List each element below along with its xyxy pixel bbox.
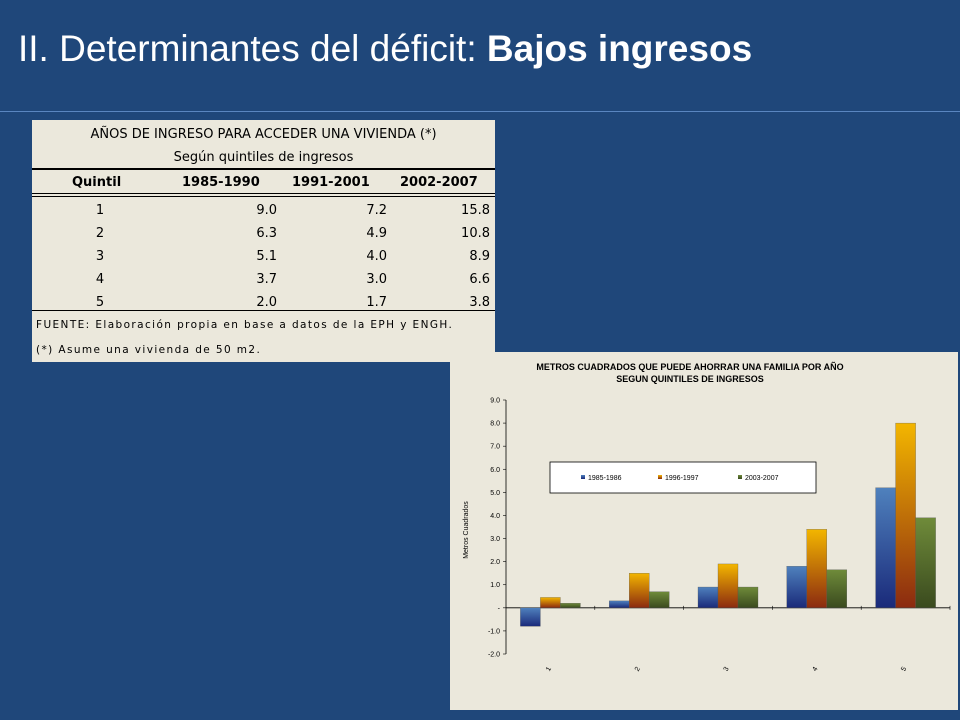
y-tick-label: - [498,605,501,612]
header-1991-2001: 1991-2001 [292,175,370,190]
slide-title: II. Determinantes del déficit: Bajos ing… [18,28,752,70]
table-cell-value: 4.9 [366,226,387,241]
bar-2003-2007-q2 [649,591,670,608]
bar-1996-1997-q2 [629,573,650,608]
table-cell-quintil: 3 [95,249,105,264]
slide-title-regular: II. Determinantes del déficit: [18,28,487,69]
bar-1996-1997-q5 [895,422,916,608]
bar-1996-1997-q1 [540,597,561,608]
table-cell-value: 9.0 [256,203,277,218]
table-rule-header-1 [32,193,495,194]
table-footnote: (*) Asume una vivienda de 50 m2. [36,344,262,356]
bar-1985-1986-q4 [786,566,807,608]
chart-bars [520,422,936,627]
legend-swatch-1996-1997 [658,475,662,479]
slide-title-bold: Bajos ingresos [486,28,753,69]
table-cell-value: 15.8 [461,203,490,218]
bar-1996-1997-q4 [806,529,827,608]
y-tick-label: 9.0 [490,398,500,405]
table-rule-bottom [32,310,495,311]
title-divider [0,111,960,112]
table-cell-value: 8.9 [469,249,490,264]
x-tick-label: 2 [634,666,642,673]
x-tick-label: 4 [811,666,819,673]
x-tick-label: 3 [723,666,731,673]
bar-1985-1986-q3 [697,586,719,608]
legend-label: 2003-2007 [745,475,779,482]
bar-1985-1986-q5 [875,487,896,608]
savings-chart-panel: METROS CUADRADOS QUE PUEDE AHORRAR UNA F… [450,352,958,710]
table-cell-value: 7.2 [366,203,387,218]
table-cell-value: 1.7 [366,295,387,310]
income-years-table: AÑOS DE INGRESO PARA ACCEDER UNA VIVIEND… [32,120,495,362]
header-1985-1990: 1985-1990 [182,175,260,190]
table-source: FUENTE: Elaboración propia en base a dat… [36,319,454,331]
table-cell-value: 4.0 [366,249,387,264]
y-tick-label: 5.0 [490,490,500,497]
bar-2003-2007-q3 [737,586,759,608]
header-2002-2007: 2002-2007 [400,175,478,190]
table-cell-quintil: 2 [95,226,105,241]
legend-box [549,461,817,494]
table-cell-value: 3.8 [469,295,490,310]
y-tick-label: 1.0 [490,582,500,589]
y-tick-label: -2.0 [488,652,500,659]
header-quintil: Quintil [72,175,122,190]
table-cell-quintil: 1 [95,203,105,218]
y-tick-label: 4.0 [490,513,500,520]
table-cell-value: 6.3 [256,226,277,241]
table-subtitle: Según quintiles de ingresos [173,150,354,165]
table-cell-value: 2.0 [256,295,277,310]
chart-title-line-2: SEGUN QUINTILES DE INGRESOS [616,374,764,384]
savings-bar-chart: METROS CUADRADOS QUE PUEDE AHORRAR UNA F… [463,362,951,673]
y-tick-label: 8.0 [490,421,500,428]
x-tick-label: 5 [900,666,908,673]
table-cell-value: 3.0 [366,272,387,287]
table-cell-quintil: 5 [95,295,105,310]
table-cell-value: 3.7 [256,272,277,287]
y-tick-label: 7.0 [490,444,500,451]
bar-1985-1986-q1 [520,607,541,627]
bar-2003-2007-q5 [915,517,936,608]
y-tick-label: 6.0 [490,467,500,474]
table-cell-quintil: 4 [95,272,105,287]
bar-1985-1986-q2 [609,600,630,608]
table-cell-value: 6.6 [469,272,490,287]
y-tick-label: 2.0 [490,559,500,566]
table-cell-value: 5.1 [256,249,277,264]
legend-label: 1985-1986 [588,475,622,482]
chart-y-axis-label: Metros Cuadrados [463,501,470,559]
legend-label: 1996-1997 [665,475,699,482]
y-tick-label: 3.0 [490,536,500,543]
table-rule-header-2 [32,196,495,197]
legend-swatch-2003-2007 [738,475,742,479]
table-title: AÑOS DE INGRESO PARA ACCEDER UNA VIVIEND… [90,127,437,142]
table-cell-value: 10.8 [461,226,490,241]
y-tick-label: -1.0 [488,628,500,635]
bar-2003-2007-q4 [826,569,847,608]
chart-legend: 1985-1986 1996-1997 2003-2007 [549,461,817,494]
x-tick-label: 1 [545,666,553,673]
bar-2003-2007-q1 [560,603,581,608]
chart-title-line-1: METROS CUADRADOS QUE PUEDE AHORRAR UNA F… [536,362,843,372]
table-rule-top [32,168,495,170]
bar-1996-1997-q3 [717,563,739,608]
legend-swatch-1985-1986 [581,475,585,479]
